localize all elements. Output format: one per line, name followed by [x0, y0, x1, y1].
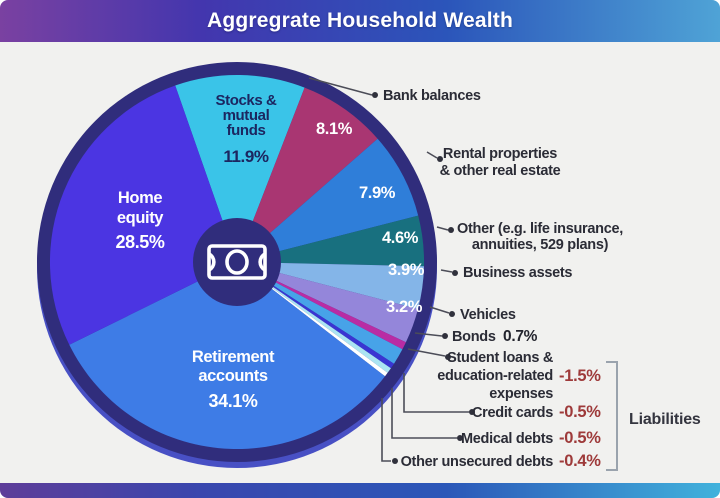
credit-callout-dot — [469, 409, 475, 415]
unsecured-callout-line — [381, 398, 391, 462]
liabilities-group-label: Liabilities — [629, 411, 701, 428]
pie-slice-vehicles — [237, 262, 418, 343]
slice-pct-bank: 8.1% — [316, 120, 353, 138]
business-callout-dot — [452, 270, 458, 276]
slice-label-home: Home — [118, 189, 162, 207]
rental-callout-label-line2: & other real estate — [440, 163, 561, 179]
callout-connectors — [308, 77, 475, 464]
pie-slices — [49, 74, 425, 450]
slice-pct-stocks: 11.9% — [223, 147, 269, 166]
slice-pct-home: 28.5% — [115, 232, 164, 252]
bonds-callout-dot — [442, 333, 448, 339]
student-callout-label-line3: expenses — [489, 386, 553, 402]
pie-slice-retirement — [69, 262, 386, 450]
student-callout-label-line2: education-related — [437, 368, 553, 384]
slice-label-retirement: Retirement — [192, 348, 275, 366]
bank-callout-line — [308, 77, 373, 96]
pie-slice-other_assets — [237, 215, 425, 267]
slice-pct-other_assets: 4.6% — [382, 229, 419, 247]
credit-value: -0.5% — [559, 403, 601, 421]
chart-title: Aggregrate Household Wealth — [206, 9, 514, 32]
slice-pct-retirement: 34.1% — [208, 391, 257, 411]
medical-value: -0.5% — [559, 429, 601, 447]
bank-callout-label: Bank balances — [383, 88, 481, 104]
slice-pct-business: 3.9% — [388, 261, 425, 279]
business-callout-line — [440, 269, 453, 273]
vehicles-callout-line — [429, 306, 450, 314]
business-callout-label: Business assets — [463, 265, 572, 281]
student-callout-label-line1: Student loans & — [447, 350, 554, 366]
slice-pct-vehicles: 3.2% — [386, 298, 423, 316]
liabilities-bracket — [606, 361, 618, 471]
pie-slice-unsecured — [237, 262, 388, 377]
pie-slice-student — [237, 262, 403, 364]
credit-callout-line — [403, 373, 469, 413]
other-assets-callout-label-line2: annuities, 529 plans) — [472, 237, 609, 253]
medical-callout-dot — [457, 435, 463, 441]
banknote-icon — [207, 244, 267, 280]
slice-label-home: equity — [117, 209, 164, 227]
pie-slice-business — [237, 262, 424, 309]
other-assets-callout-dot — [448, 227, 454, 233]
medical-callout-line — [391, 388, 457, 439]
pie-slice-bonds — [237, 262, 406, 350]
pie-slice-stocks — [175, 74, 305, 263]
unsecured-callout-dot — [392, 458, 398, 464]
rental-callout-label-line1: Rental properties — [443, 146, 557, 162]
callout-labels: Bank balances Rental properties & other … — [383, 88, 701, 471]
student-callout-line — [407, 348, 446, 357]
pie-slice-bank — [237, 87, 378, 262]
slice-label-stocks: mutual — [223, 107, 270, 124]
credit-callout-label: Credit cards — [472, 405, 553, 421]
medical-callout-label: Medical debts — [461, 431, 553, 447]
rental-callout-line — [426, 151, 438, 159]
student-callout-dot — [445, 354, 451, 360]
slice-label-stocks: funds — [227, 122, 266, 139]
pie-slice-rental — [237, 138, 419, 262]
header-bar: Aggregrate Household Wealth — [0, 0, 720, 42]
slice-label-stocks: Stocks & — [216, 92, 278, 109]
pie-slice-home — [49, 85, 237, 345]
rental-callout-dot — [437, 156, 443, 162]
vehicles-callout-label: Vehicles — [460, 307, 516, 323]
other-assets-callout-line — [436, 226, 449, 231]
unsecured-callout-label: Other unsecured debts — [401, 454, 554, 470]
bonds-callout-line — [414, 332, 443, 337]
other-assets-callout-label-line1: Other (e.g. life insurance, — [457, 221, 623, 237]
student-value: -1.5% — [559, 367, 601, 385]
bank-callout-dot — [372, 92, 378, 98]
pie-hub — [193, 218, 281, 306]
pie-slice-credit — [237, 262, 394, 369]
slice-label-retirement: accounts — [198, 367, 267, 385]
slice-pct-rental: 7.9% — [359, 184, 396, 202]
pie-slice-medical — [237, 262, 391, 373]
unsecured-value: -0.4% — [559, 452, 601, 470]
bonds-callout-label: Bonds — [452, 329, 496, 345]
bonds-value: 0.7% — [503, 328, 538, 345]
vehicles-callout-dot — [449, 311, 455, 317]
footer-bar — [0, 483, 720, 498]
